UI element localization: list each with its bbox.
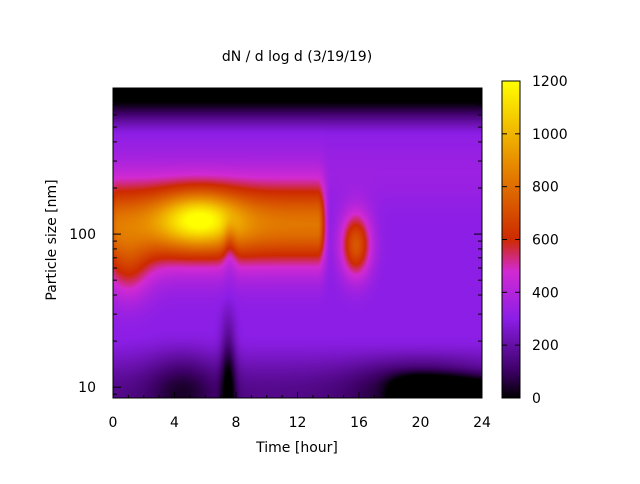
colorbar-tick-label: 200 (532, 338, 559, 354)
colorbar-tick-label: 1200 (532, 74, 568, 90)
y-axis: 10 100 (69, 87, 482, 396)
y-tick-label: 10 (78, 380, 96, 396)
y-axis-label: Particle size [nm] (44, 179, 60, 300)
heatmap-area (113, 88, 482, 398)
x-tick-label: 24 (473, 415, 491, 431)
x-tick-label: 20 (412, 415, 430, 431)
colorbar-tick-label: 0 (532, 391, 541, 407)
x-tick-label: 16 (350, 415, 368, 431)
y-tick-label: 100 (69, 227, 96, 243)
x-axis-label: Time [hour] (255, 440, 338, 456)
chart-title: dN / d log d (3/19/19) (222, 49, 372, 65)
x-tick-label: 0 (109, 415, 118, 431)
heatmap-canvas (113, 88, 482, 398)
colorbar-tick-label: 1000 (532, 127, 568, 143)
colorbar-tick-label: 800 (532, 180, 559, 196)
x-tick-label: 12 (289, 415, 307, 431)
colorbar-tick-label: 400 (532, 285, 559, 301)
colorbar-axis: 0 200 400 600 800 1000 1200 (502, 74, 568, 407)
colorbar-tick-label: 600 (532, 233, 559, 249)
x-axis: 0 4 8 12 16 20 24 (109, 88, 491, 431)
x-tick-label: 4 (170, 415, 179, 431)
x-tick-label: 8 (232, 415, 241, 431)
